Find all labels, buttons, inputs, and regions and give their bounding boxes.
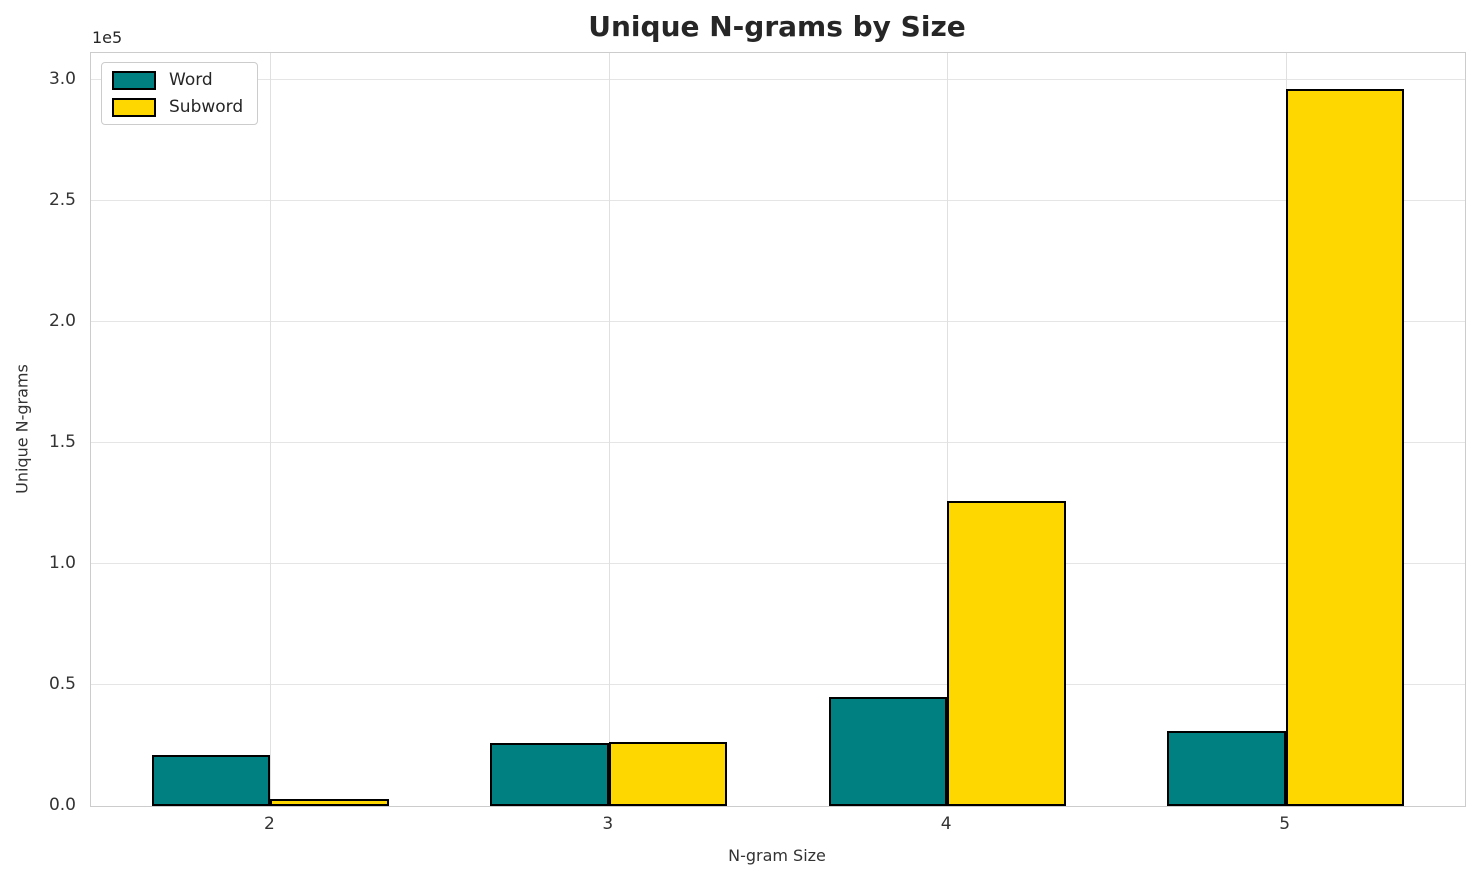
y-tick-label-1.0: 1.0 — [48, 552, 76, 573]
y-tick-label-2.0: 2.0 — [48, 310, 76, 331]
bar-subword-3 — [608, 741, 728, 806]
gridline-y-1.5 — [91, 441, 1465, 443]
y-tick-label-2.5: 2.5 — [48, 189, 76, 210]
x-tick-label-5: 5 — [1279, 814, 1291, 834]
legend-item-subword: Subword — [112, 97, 243, 117]
bar-word-2 — [151, 755, 271, 806]
legend-label-word: Word — [169, 70, 213, 90]
plot-area: Word Subword — [90, 52, 1466, 807]
x-tick-label-4: 4 — [940, 814, 952, 834]
x-axis-label: N-gram Size — [728, 846, 826, 865]
chart-title: Unique N-grams by Size — [588, 10, 966, 43]
legend-label-subword: Subword — [169, 97, 244, 117]
bar-word-4 — [828, 697, 948, 806]
legend-swatch-word — [112, 70, 156, 90]
gridline-y-2.0 — [91, 320, 1465, 322]
gridline-y-3.0 — [91, 78, 1465, 80]
gridline-x-2 — [270, 53, 272, 806]
gridline-y-1.0 — [91, 562, 1465, 564]
y-tick-label-0.5: 0.5 — [48, 673, 76, 694]
bar-subword-5 — [1285, 89, 1405, 806]
y-tick-label-3.0: 3.0 — [48, 68, 76, 89]
x-tick-label-2: 2 — [263, 814, 275, 834]
gridline-y-2.5 — [91, 199, 1465, 201]
bar-word-5 — [1167, 730, 1286, 806]
y-tick-label-1.5: 1.5 — [48, 431, 76, 452]
y-axis-offset-label: 1e5 — [92, 28, 123, 47]
bar-word-3 — [490, 743, 609, 806]
y-tick-label-0.0: 0.0 — [48, 795, 76, 815]
legend-item-word: Word — [112, 70, 243, 90]
x-tick-label-3: 3 — [602, 814, 614, 834]
bar-subword-2 — [270, 798, 389, 806]
legend-swatch-subword — [112, 97, 156, 117]
gridline-x-4 — [947, 53, 949, 806]
legend: Word Subword — [101, 62, 259, 125]
gridline-y-0.5 — [91, 683, 1465, 685]
y-axis-label: Unique N-grams — [12, 364, 32, 494]
gridline-x-3 — [608, 53, 610, 806]
bar-subword-4 — [947, 500, 1066, 806]
